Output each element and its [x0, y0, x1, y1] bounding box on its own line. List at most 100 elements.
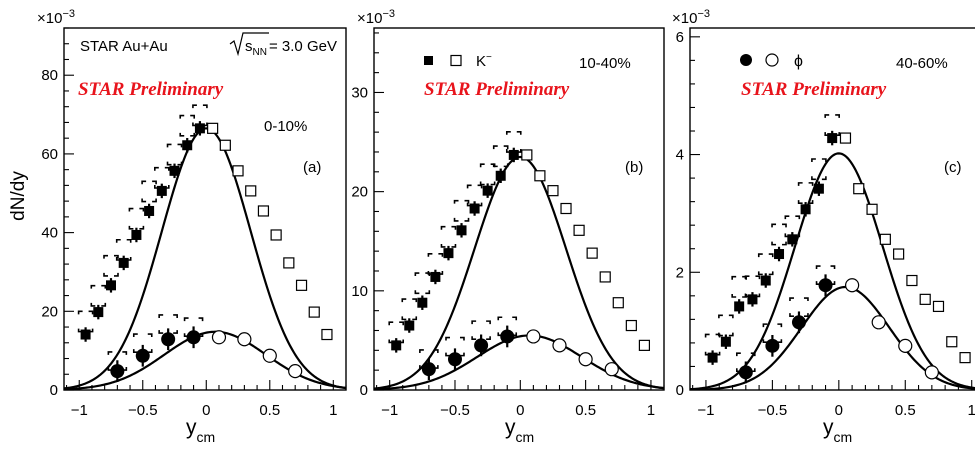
panel-a-frame — [63, 27, 347, 391]
kaon-systematic-bracket — [440, 225, 457, 248]
kaon-measured-point — [401, 298, 418, 333]
legend-kaon-open-marker — [450, 54, 462, 67]
kaon-filled-marker — [456, 225, 467, 236]
phi-systematic-bracket — [419, 349, 439, 369]
kaon-reflected-marker — [919, 293, 931, 305]
kaon-systematic-bracket — [744, 275, 761, 298]
panel-b-yticks: 0 10 20 30 — [351, 32, 384, 399]
kaon-systematic-bracket — [492, 145, 509, 168]
legend-phi: ϕ — [740, 53, 803, 70]
sqrt-sign — [229, 32, 269, 57]
kaon-reflected-marker — [534, 170, 546, 182]
kaon-measured-point — [128, 207, 145, 243]
phi-systematic-bracket — [107, 351, 128, 371]
kaon-systematic-bracket — [771, 223, 787, 246]
svg-text:= 3.0 GeV: = 3.0 GeV — [269, 38, 337, 55]
phi-filled-marker — [186, 330, 201, 345]
panel-b-xlabel: ycm — [505, 416, 534, 445]
panel-a-yticks: 0 20 40 60 80 — [41, 27, 74, 399]
phi-reflected-marker — [262, 348, 277, 363]
phi-filled-marker — [765, 338, 780, 353]
panel-a-xticks: −1 −0.5 0 0.5 1 — [65, 380, 347, 419]
kaon-measured-point — [103, 254, 119, 293]
phi-measured-point — [736, 352, 756, 384]
kaon-measured-point — [797, 182, 814, 217]
kaon-reflected-marker — [638, 339, 651, 351]
y-tick-label: 6 — [676, 29, 684, 46]
phi-filled-marker — [738, 365, 753, 380]
kaon-systematic-bracket — [824, 114, 840, 136]
x-tick-label: 0 — [516, 402, 524, 419]
x-tick-label: −1 — [381, 402, 398, 419]
kaon-filled-marker — [144, 205, 155, 216]
kaon-systematic-bracket — [77, 310, 94, 333]
kaon-systematic-bracket — [90, 284, 107, 307]
kaon-reflected-marker — [283, 257, 295, 269]
kaon-systematic-bracket — [811, 158, 827, 181]
phi-reflected-marker — [604, 362, 619, 377]
kaon-measured-point — [453, 199, 470, 238]
phi-filled-marker — [135, 348, 150, 363]
phi-systematic-bracket — [183, 317, 204, 337]
kaon-reflected-marker — [207, 122, 219, 134]
legend-phi-filled-marker — [740, 54, 752, 66]
kaon-systematic-bracket — [505, 130, 522, 153]
kaon-systematic-bracket — [166, 143, 183, 166]
kaon-filled-marker — [482, 185, 493, 196]
svg-text:K−: K− — [476, 52, 492, 70]
centrality-label-a: 0-10% — [264, 118, 307, 135]
kaon-filled-marker — [734, 301, 745, 312]
svg-text:ϕ: ϕ — [794, 53, 803, 70]
kaon-systematic-bracket — [401, 298, 418, 321]
kaon-measured-point — [824, 114, 840, 146]
kaon-measured-point — [179, 114, 196, 153]
phi-measured-point — [107, 351, 128, 382]
panel-c-marks — [690, 114, 975, 390]
kaon-systematic-bracket — [154, 166, 170, 189]
kaon-filled-marker — [430, 271, 441, 282]
x-tick-label: −1 — [71, 402, 88, 419]
phi-filled-marker — [818, 278, 833, 293]
kaon-filled-marker — [800, 204, 811, 215]
kaon-systematic-bracket — [115, 238, 132, 261]
kaon-measured-point — [440, 225, 457, 261]
star-preliminary-a: STAR Preliminary — [78, 79, 224, 100]
kaon-measured-point — [90, 284, 107, 320]
collision-system-label: STAR Au+Au sNN = 3.0 GeV — [80, 32, 337, 58]
panel-a-exponent: ×10−3 — [37, 8, 75, 27]
kaon-systematic-bracket — [466, 184, 483, 207]
panel-a-marks — [64, 104, 346, 390]
phi-systematic-bracket — [445, 336, 465, 357]
kaon-filled-marker — [707, 352, 718, 363]
phi-reflected-marker — [552, 338, 567, 353]
kaon-measured-point — [757, 253, 774, 288]
legend-kaon: K− — [424, 52, 492, 70]
legend-phi-open-marker — [765, 53, 779, 67]
y-tick-label: 30 — [351, 84, 368, 101]
x-tick-label: 0 — [835, 402, 843, 419]
kaon-reflected-marker — [586, 247, 598, 259]
svg-text:ycm: ycm — [505, 416, 534, 445]
panel-b-marks — [374, 130, 664, 390]
phi-filled-marker — [447, 352, 462, 367]
kaon-measured-point — [192, 104, 208, 136]
svg-text:ycm: ycm — [186, 416, 215, 445]
x-tick-label: −0.5 — [758, 402, 788, 419]
kaon-fit-curve — [64, 127, 346, 390]
phi-systematic-bracket — [789, 297, 809, 317]
kaon-reflected-marker — [295, 279, 308, 291]
kaon-reflected-marker — [599, 271, 611, 283]
phi-systematic-bracket — [497, 316, 518, 337]
kaon-measured-point — [718, 314, 734, 349]
panel-c-frame — [689, 27, 975, 391]
phi-measured-point — [445, 336, 465, 371]
kaon-measured-point — [731, 275, 747, 314]
phi-measured-point — [789, 297, 809, 334]
kaon-reflected-marker — [946, 336, 958, 348]
kaon-filled-marker — [93, 307, 104, 318]
kaon-filled-marker — [169, 165, 180, 176]
kaon-filled-marker — [495, 170, 506, 181]
kaon-measured-point — [811, 158, 827, 196]
panel-label-a: (a) — [303, 159, 321, 176]
kaon-measured-point — [427, 252, 444, 285]
